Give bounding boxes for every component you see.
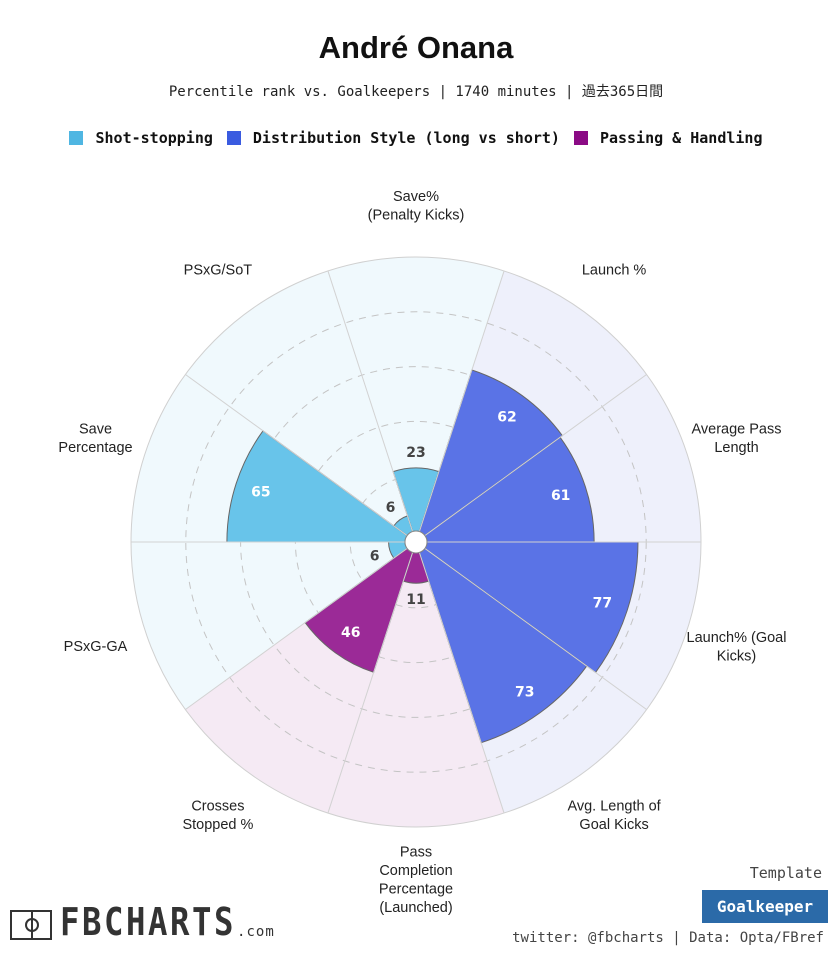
value-label: 6: [386, 500, 396, 516]
legend-label: Passing & Handling: [599, 129, 763, 147]
sector-dividers: [131, 270, 701, 814]
category-label: Avg. Length of Goal Kicks: [567, 798, 661, 833]
fbcharts-logo: FBCHARTS .com: [10, 900, 275, 944]
legend-item-passing: Passing & Handling: [573, 129, 763, 147]
category-label: Pass Completion Percentage (Launched): [379, 844, 453, 916]
category-labels: Save% (Penalty Kicks) Launch % Average Pass…: [58, 189, 786, 916]
chart-subtitle: Percentile rank vs. Goalkeepers | 1740 m…: [168, 84, 664, 100]
value-label: 61: [551, 488, 570, 504]
sector-divider: [424, 548, 647, 710]
category-label: Save% (Penalty Kicks): [368, 189, 465, 224]
value-label: 65: [251, 485, 270, 501]
legend: Shot-stopping Distribution Style (long v…: [0, 129, 832, 147]
sector-divider: [185, 548, 408, 710]
value-label: 6: [370, 548, 380, 564]
sector-divider: [424, 374, 647, 536]
pitch-icon: [10, 910, 52, 940]
value-label: 62: [497, 410, 516, 426]
sector-background: [185, 270, 416, 542]
value-labels: 23 62 61 77 73 11 46 6 65 6: [251, 410, 612, 701]
chart-title: André Onana: [318, 30, 514, 65]
sector-divider: [418, 552, 505, 814]
center-hole: [404, 530, 428, 554]
category-label: Average Pass Length: [691, 422, 781, 457]
logo-suffix: .com: [237, 924, 275, 940]
legend-item-shot-stopping: Shot-stopping: [69, 129, 213, 147]
credits: twitter: @fbcharts | Data: Opta/FBref: [512, 930, 824, 946]
legend-item-distribution: Distribution Style (long vs short): [226, 129, 560, 147]
sector-background: [327, 542, 505, 827]
sector-divider: [327, 552, 414, 814]
legend-swatch: [69, 131, 84, 145]
legend-label: Distribution Style (long vs short): [252, 129, 560, 147]
value-label: 77: [593, 596, 612, 612]
category-label: PSxG-GA: [64, 639, 128, 655]
category-label: Launch %: [582, 262, 647, 278]
legend-swatch: [226, 131, 241, 145]
sector-divider: [327, 270, 414, 532]
logo-text: FBCHARTS: [60, 900, 236, 944]
legend-swatch: [573, 131, 588, 145]
category-label: Launch% (Goal Kicks): [687, 630, 787, 665]
category-label: Save Percentage: [58, 422, 132, 457]
value-label: 73: [515, 685, 534, 701]
sector-divider: [418, 270, 505, 532]
sector-divider: [185, 374, 408, 536]
template-label: Template: [749, 864, 822, 882]
legend-label: Shot-stopping: [95, 129, 213, 147]
template-badge: Goalkeeper: [702, 890, 828, 923]
value-label: 46: [341, 625, 360, 641]
category-label: Crosses Stopped %: [182, 798, 253, 833]
sector-background: [131, 542, 416, 710]
value-label: 11: [406, 592, 425, 608]
bars: [226, 369, 639, 744]
category-label: PSxG/SoT: [184, 262, 253, 278]
value-label: 23: [406, 445, 425, 461]
sector-background: [327, 257, 505, 542]
